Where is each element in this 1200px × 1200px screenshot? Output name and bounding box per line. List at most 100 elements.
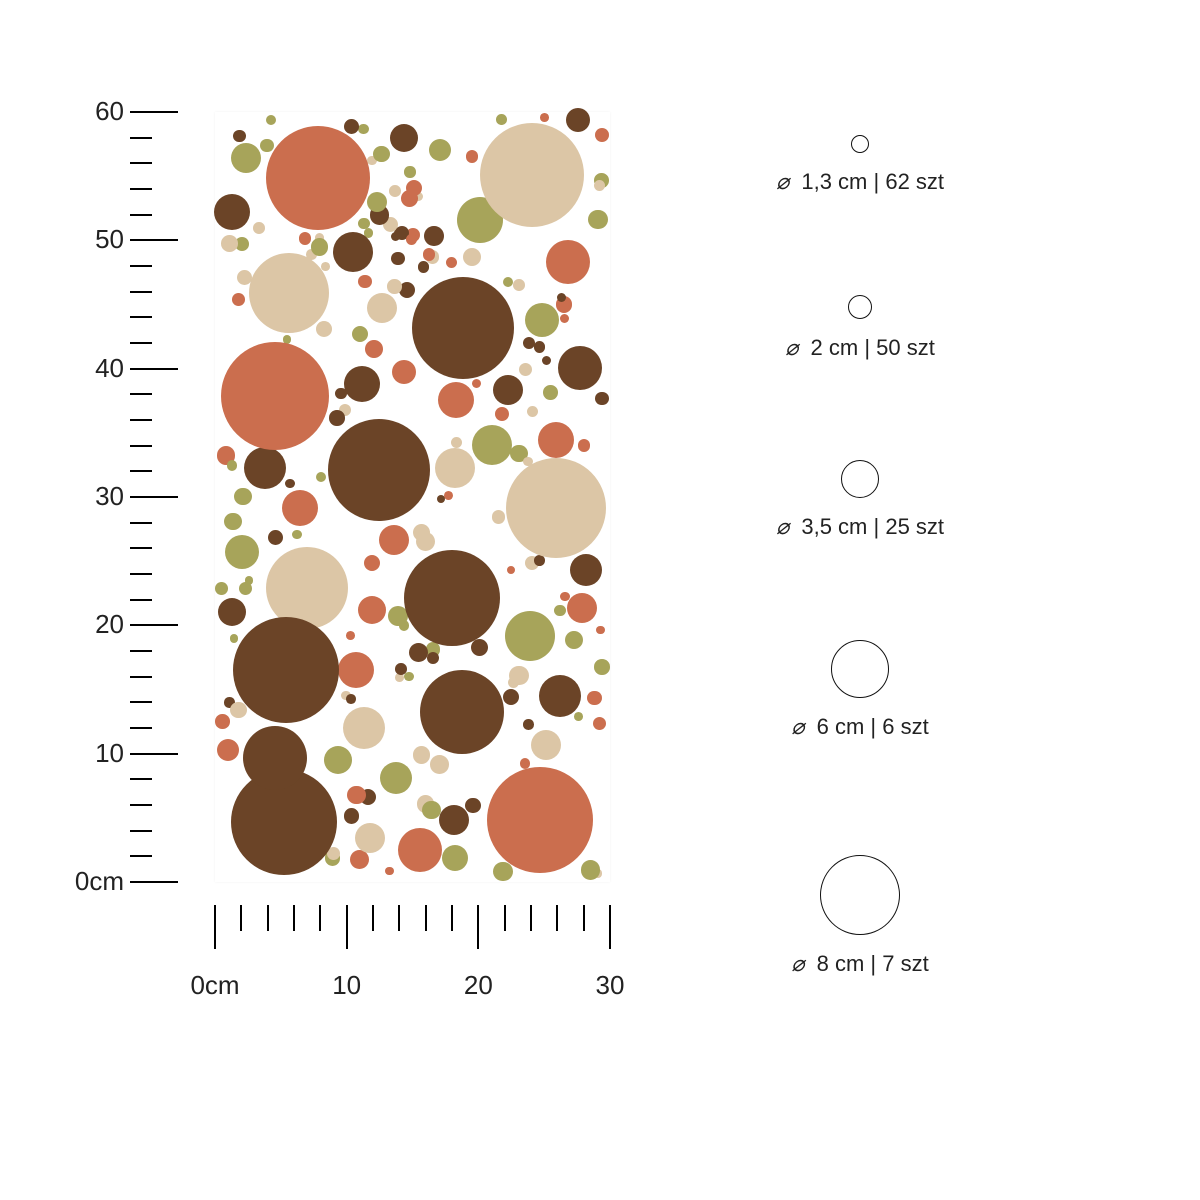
mid-dot <box>531 730 561 760</box>
legend-label: ⌀ 1,3 cm | 62 szt <box>740 169 980 195</box>
small-dot <box>260 139 273 152</box>
big-dot <box>404 550 500 646</box>
big-dot <box>487 767 593 873</box>
big-dot <box>506 458 606 558</box>
y-major-tick <box>130 753 178 755</box>
big-dot <box>328 419 430 521</box>
mid-dot <box>225 535 259 569</box>
y-minor-tick <box>130 214 152 216</box>
small-dot <box>465 798 480 813</box>
x-minor-tick <box>240 905 242 931</box>
mid-dot <box>338 652 374 688</box>
x-axis-label: 30 <box>570 970 650 1001</box>
small-dot <box>578 439 591 452</box>
small-dot <box>423 248 435 260</box>
x-major-tick <box>609 905 611 949</box>
mid-dot <box>435 448 475 488</box>
small-dot <box>232 293 245 306</box>
small-dot <box>391 252 405 266</box>
y-minor-tick <box>130 162 152 164</box>
mid-dot <box>539 675 581 717</box>
small-dot <box>321 262 330 271</box>
x-minor-tick <box>293 905 295 931</box>
mid-dot <box>398 828 442 872</box>
big-dot <box>412 277 514 379</box>
small-dot <box>463 248 481 266</box>
small-dot <box>215 582 228 595</box>
small-dot <box>233 130 246 143</box>
mid-dot <box>244 447 286 489</box>
legend-item: ⌀ 1,3 cm | 62 szt <box>740 135 980 195</box>
small-dot <box>588 210 607 229</box>
small-dot <box>227 460 238 471</box>
x-minor-tick <box>372 905 374 931</box>
small-dot <box>595 392 608 405</box>
mid-dot <box>567 593 597 623</box>
big-dot <box>221 342 329 450</box>
y-axis-label: 40 <box>70 353 124 384</box>
small-dot <box>389 185 401 197</box>
mid-dot <box>380 762 412 794</box>
small-dot <box>364 555 380 571</box>
legend-sep: | <box>858 335 876 360</box>
legend-item: ⌀ 6 cm | 6 szt <box>740 640 980 740</box>
y-minor-tick <box>130 855 152 857</box>
legend-diameter: 3,5 cm <box>801 514 867 539</box>
legend-qty: 50 szt <box>876 335 935 360</box>
small-dot <box>245 576 253 584</box>
y-minor-tick <box>130 547 152 549</box>
legend-item: ⌀ 3,5 cm | 25 szt <box>740 460 980 540</box>
mid-dot <box>344 366 380 402</box>
small-dot <box>594 180 605 191</box>
y-major-tick <box>130 624 178 626</box>
y-minor-tick <box>130 727 152 729</box>
legend-qty: 6 szt <box>882 714 928 739</box>
x-minor-tick <box>530 905 532 931</box>
small-dot <box>523 337 535 349</box>
small-dot <box>387 279 402 294</box>
diameter-icon: ⌀ <box>776 514 789 539</box>
small-dot <box>466 150 479 163</box>
x-minor-tick <box>451 905 453 931</box>
x-minor-tick <box>504 905 506 931</box>
mid-dot <box>392 360 416 384</box>
small-dot <box>367 192 387 212</box>
small-dot <box>540 113 549 122</box>
y-minor-tick <box>130 701 152 703</box>
small-dot <box>543 385 558 400</box>
small-dot <box>594 659 610 675</box>
small-dot <box>416 532 435 551</box>
mid-dot <box>439 805 469 835</box>
mid-dot <box>525 303 559 337</box>
y-major-tick <box>130 239 178 241</box>
mid-dot <box>218 598 246 626</box>
y-axis-label: 60 <box>70 96 124 127</box>
mid-dot <box>472 425 512 465</box>
mid-dot <box>379 525 409 555</box>
x-minor-tick <box>267 905 269 931</box>
mid-dot <box>217 739 239 761</box>
small-dot <box>346 631 355 640</box>
small-dot <box>534 555 545 566</box>
x-major-tick <box>346 905 348 949</box>
legend-size-icon <box>848 295 872 319</box>
y-minor-tick <box>130 393 152 395</box>
y-minor-tick <box>130 188 152 190</box>
small-dot <box>373 146 389 162</box>
small-dot <box>523 719 534 730</box>
mid-dot <box>355 823 385 853</box>
diameter-icon: ⌀ <box>791 714 804 739</box>
legend-size-icon <box>820 855 900 935</box>
small-dot <box>358 275 371 288</box>
mid-dot <box>429 139 451 161</box>
y-major-tick <box>130 881 178 883</box>
small-dot <box>542 356 551 365</box>
small-dot <box>560 314 569 323</box>
diameter-icon: ⌀ <box>785 335 798 360</box>
mid-dot <box>566 108 590 132</box>
legend-diameter: 6 cm <box>817 714 865 739</box>
small-dot <box>399 620 410 631</box>
x-minor-tick <box>398 905 400 931</box>
mid-dot <box>570 554 602 586</box>
y-minor-tick <box>130 291 152 293</box>
